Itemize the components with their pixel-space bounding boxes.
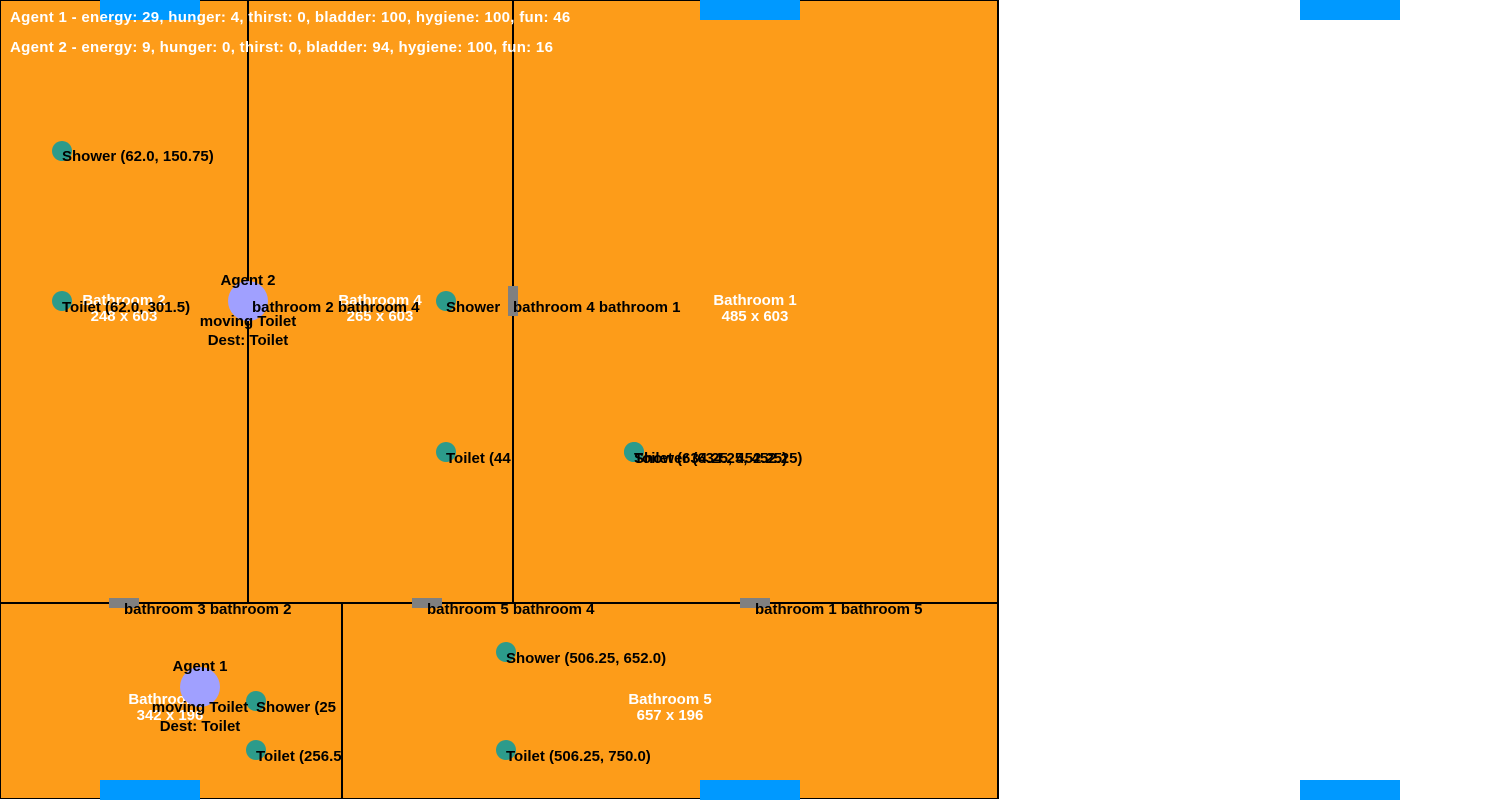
door-label: bathroom 4 bathroom 1 <box>513 299 681 316</box>
room-name: Bathroom 2 <box>82 292 166 309</box>
toilet-icon[interactable] <box>436 442 456 462</box>
door-label: bathroom 1 bathroom 5 <box>755 601 923 618</box>
shower-icon[interactable] <box>436 291 456 311</box>
object-label: Toilet (44 <box>446 450 511 467</box>
bathroom-2-floor <box>0 0 248 603</box>
object-label: Toilet (256.5 <box>256 748 342 765</box>
agent-1-name: Agent 1 <box>172 658 228 675</box>
agent-2-name: Agent 2 <box>220 272 276 289</box>
room-size: 265 x 603 <box>346 308 414 325</box>
wall-left <box>0 0 1 799</box>
bathroom-4-label: Bathroom 4 265 x 603 <box>310 293 450 325</box>
room-name: Bathroom 4 <box>338 292 422 309</box>
object-label: Toilet (634.25, 452.25) <box>634 450 788 467</box>
room-size: 657 x 196 <box>636 707 704 724</box>
door-b3-b2[interactable] <box>109 598 139 608</box>
agent-2-status: Agent 2 - energy: 9, hunger: 0, thirst: … <box>10 39 554 56</box>
agent-1-status: Agent 1 - energy: 29, hunger: 4, thirst:… <box>10 9 571 26</box>
bathroom-4-floor <box>248 0 513 603</box>
bathroom-5-floor <box>342 603 999 799</box>
object-label: Shower (634.25, 452.25) <box>634 450 803 467</box>
toilet-icon[interactable] <box>246 740 266 760</box>
window <box>700 0 800 20</box>
object-label: Shower (62.0, 150.75) <box>62 148 214 165</box>
window <box>100 0 200 20</box>
wall-horizontal <box>0 602 999 604</box>
shower-icon[interactable] <box>52 141 72 161</box>
bathroom-5-label: Bathroom 5 657 x 196 <box>600 692 740 724</box>
object-label: Toilet (506.25, 750.0) <box>506 748 651 765</box>
shower-icon[interactable] <box>246 691 266 711</box>
agent-2-info: moving Toilet Dest: Toilet <box>188 312 308 350</box>
wall-b3-b5 <box>341 603 343 799</box>
window <box>700 780 800 800</box>
agent-state: moving Toilet <box>199 313 297 330</box>
door-label: bathroom 2 bathroom 4 <box>252 299 420 316</box>
room-name: Bathroom 1 <box>713 292 797 309</box>
bathroom-2-label: Bathroom 2 248 x 603 <box>54 293 194 325</box>
window <box>1300 780 1400 800</box>
agent-1-info: moving Toilet Dest: Toilet <box>140 698 260 736</box>
agent-1-avatar[interactable] <box>180 667 220 707</box>
door-b4-b1[interactable] <box>508 286 518 316</box>
bathroom-3-floor <box>0 603 342 799</box>
agent-state: moving Toilet <box>151 699 249 716</box>
window <box>100 780 200 800</box>
window <box>1300 0 1400 20</box>
wall-bottom <box>0 798 999 799</box>
room-size: 342 x 196 <box>136 707 204 724</box>
door-label: bathroom 3 bathroom 2 <box>124 601 292 618</box>
object-label: Shower (25 <box>256 699 337 716</box>
door-b5-b4[interactable] <box>412 598 442 608</box>
shower-icon[interactable] <box>496 642 516 662</box>
object-label: Shower <box>446 299 501 316</box>
object-label: Toilet (62.0, 301.5) <box>62 299 191 316</box>
agent-destination: Dest: Toilet <box>159 718 241 735</box>
bathroom-1-floor <box>513 0 998 603</box>
toilet-icon[interactable] <box>496 740 516 760</box>
bathroom-1-label: Bathroom 1 485 x 603 <box>685 293 825 325</box>
room-size: 248 x 603 <box>90 308 158 325</box>
room-name: Bathroom 5 <box>628 691 712 708</box>
door-b1-b5[interactable] <box>740 598 770 608</box>
agent-2-avatar[interactable] <box>228 281 268 321</box>
object-label: Shower (506.25, 652.0) <box>506 650 667 667</box>
wall-right <box>997 0 999 799</box>
toilet-icon[interactable] <box>52 291 72 311</box>
door-label: bathroom 5 bathroom 4 <box>427 601 595 618</box>
wall-top <box>0 0 998 1</box>
toilet-icon[interactable] <box>624 442 644 462</box>
agent-destination: Dest: Toilet <box>207 332 289 349</box>
room-size: 485 x 603 <box>721 308 789 325</box>
